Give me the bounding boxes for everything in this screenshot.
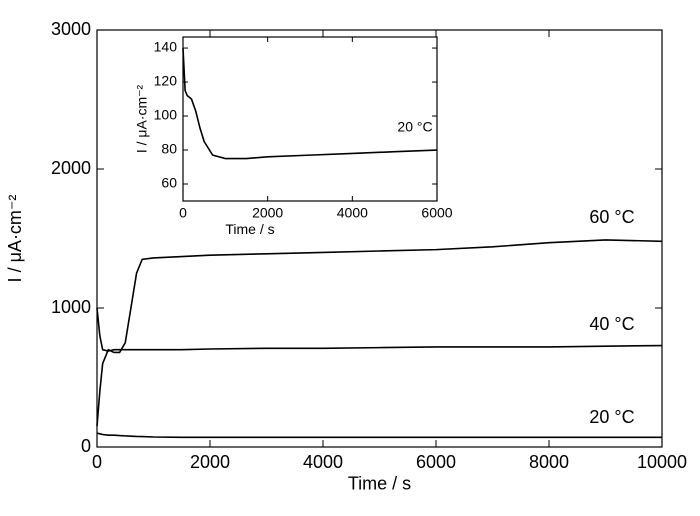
y-tick-label: 140 bbox=[154, 39, 178, 55]
y-axis-label: I / μA·cm⁻² bbox=[134, 84, 150, 153]
data-line bbox=[96, 432, 662, 439]
x-tick-label: 2000 bbox=[252, 204, 283, 220]
x-tick-label: 10000 bbox=[637, 452, 687, 472]
x-tick-label: 6000 bbox=[416, 452, 456, 472]
y-tick-label: 2000 bbox=[51, 158, 91, 178]
plot-frame bbox=[182, 36, 438, 202]
x-axis-label: Time / s bbox=[348, 474, 411, 494]
y-tick-label: 3000 bbox=[51, 19, 91, 39]
plot-frame bbox=[96, 29, 663, 448]
y-tick-label: 1000 bbox=[51, 297, 91, 317]
y-tick-label: 60 bbox=[161, 175, 177, 191]
x-tick-label: 2000 bbox=[190, 452, 230, 472]
y-tick-label: 80 bbox=[161, 141, 177, 157]
x-tick-label: 4000 bbox=[337, 204, 368, 220]
series-label: 20 °C bbox=[589, 407, 634, 427]
series-label: 40 °C bbox=[589, 314, 634, 334]
y-tick-label: 0 bbox=[81, 436, 91, 456]
x-tick-label: 8000 bbox=[529, 452, 569, 472]
y-tick-label: 100 bbox=[154, 107, 178, 123]
x-tick-label: 0 bbox=[92, 452, 102, 472]
data-line bbox=[96, 239, 663, 427]
data-line bbox=[96, 307, 663, 352]
inset-background bbox=[183, 37, 437, 201]
x-tick-label: 6000 bbox=[421, 204, 452, 220]
x-tick-label: 0 bbox=[179, 204, 187, 220]
series-label: 60 °C bbox=[589, 207, 634, 227]
x-axis-label: Time / s bbox=[225, 221, 274, 237]
series-label: 20 °C bbox=[397, 119, 432, 135]
y-tick-label: 120 bbox=[154, 73, 178, 89]
y-axis-label: I / μA·cm⁻² bbox=[5, 195, 25, 283]
x-tick-label: 4000 bbox=[303, 452, 343, 472]
data-line bbox=[182, 48, 438, 160]
